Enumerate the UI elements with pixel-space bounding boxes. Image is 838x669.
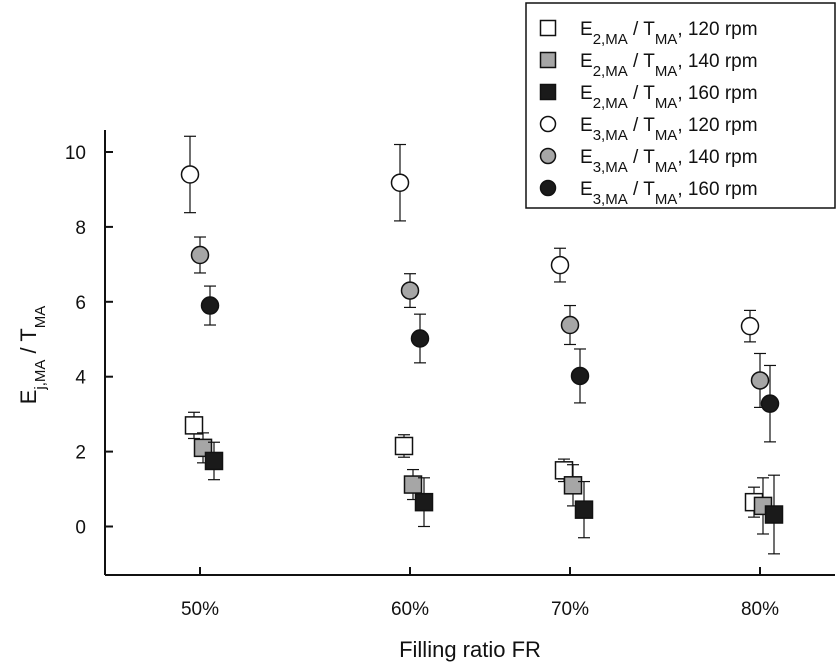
legend-label: E3,MA / TMA, 120 rpm	[580, 115, 758, 144]
legend-marker	[539, 147, 557, 165]
data-point	[204, 451, 224, 471]
data-point	[403, 475, 423, 494]
x-tick-label: 80%	[741, 599, 779, 620]
x-axis-label: Filling ratio FR	[399, 637, 541, 662]
data-point	[414, 492, 434, 512]
data-point	[180, 165, 200, 184]
y-axis-label: Ej,MA / TMA	[16, 306, 49, 405]
legend: E2,MA / TMA, 120 rpm E2,MA / TMA, 140 rpm…	[525, 2, 836, 209]
x-tick-label: 60%	[391, 599, 429, 620]
data-point	[550, 255, 570, 275]
data-point	[570, 366, 590, 386]
data-point	[400, 281, 420, 300]
data-point	[184, 416, 204, 435]
data-point	[560, 315, 580, 335]
legend-marker	[539, 83, 557, 101]
legend-label: E3,MA / TMA, 160 rpm	[580, 179, 758, 208]
data-point	[390, 173, 410, 192]
legend-marker	[539, 19, 557, 37]
y-ticks: 0 2 4 6 8 10	[65, 143, 113, 539]
data-point	[574, 500, 594, 519]
series-3-ma-120-rpm	[180, 135, 760, 343]
legend-label: E2,MA / TMA, 140 rpm	[580, 51, 758, 80]
legend-box	[525, 2, 836, 209]
legend-label: E3,MA / TMA, 140 rpm	[580, 147, 758, 176]
data-point	[563, 476, 583, 495]
data-point	[200, 296, 220, 315]
y-tick-label: 6	[75, 293, 86, 314]
series-2-ma-140-rpm	[193, 432, 773, 535]
data-point	[740, 316, 760, 336]
x-tick-label: 70%	[551, 599, 589, 620]
series-3-ma-140-rpm	[190, 236, 770, 409]
series-2-ma-120-rpm	[184, 411, 764, 518]
data-point	[410, 329, 430, 348]
data-point	[394, 436, 414, 456]
data-point	[760, 394, 780, 413]
axes	[104, 130, 835, 576]
data-point	[190, 245, 210, 265]
data-point	[750, 371, 770, 390]
legend-marker	[539, 115, 557, 133]
series-3-ma-160-rpm	[200, 285, 780, 443]
legend-label: E2,MA / TMA, 120 rpm	[580, 19, 758, 48]
y-tick-label: 2	[75, 443, 86, 464]
series-layer	[180, 135, 784, 555]
y-tick-label: 4	[75, 368, 86, 389]
y-tick-label: 0	[75, 518, 86, 539]
series-2-ma-160-rpm	[204, 441, 784, 555]
legend-label: E2,MA / TMA, 160 rpm	[580, 83, 758, 112]
legend-marker	[539, 51, 557, 69]
x-ticks: 50% 60% 70% 80%	[181, 567, 779, 620]
legend-marker	[539, 179, 557, 197]
x-tick-label: 50%	[181, 599, 219, 620]
y-tick-label: 8	[75, 218, 86, 239]
y-tick-label: 10	[65, 143, 86, 164]
data-point	[764, 505, 784, 524]
